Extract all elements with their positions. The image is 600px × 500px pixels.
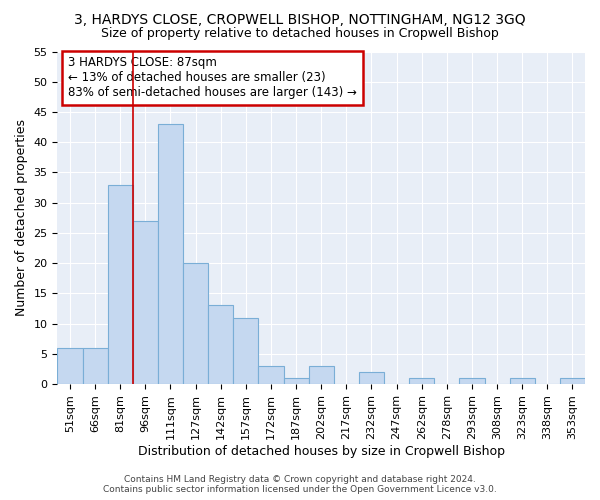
Text: 3, HARDYS CLOSE, CROPWELL BISHOP, NOTTINGHAM, NG12 3GQ: 3, HARDYS CLOSE, CROPWELL BISHOP, NOTTIN…: [74, 12, 526, 26]
Bar: [284, 378, 308, 384]
Bar: [183, 263, 208, 384]
Bar: [233, 318, 259, 384]
Text: Size of property relative to detached houses in Cropwell Bishop: Size of property relative to detached ho…: [101, 28, 499, 40]
Bar: [107, 184, 133, 384]
Bar: [359, 372, 384, 384]
Bar: [83, 348, 107, 384]
Bar: [58, 348, 83, 384]
Bar: [158, 124, 183, 384]
Bar: [409, 378, 434, 384]
Bar: [509, 378, 535, 384]
Text: 3 HARDYS CLOSE: 87sqm
← 13% of detached houses are smaller (23)
83% of semi-deta: 3 HARDYS CLOSE: 87sqm ← 13% of detached …: [68, 56, 357, 100]
Text: Contains HM Land Registry data © Crown copyright and database right 2024.
Contai: Contains HM Land Registry data © Crown c…: [103, 474, 497, 494]
Bar: [308, 366, 334, 384]
Bar: [460, 378, 485, 384]
Bar: [259, 366, 284, 384]
Y-axis label: Number of detached properties: Number of detached properties: [15, 120, 28, 316]
X-axis label: Distribution of detached houses by size in Cropwell Bishop: Distribution of detached houses by size …: [138, 444, 505, 458]
Bar: [208, 306, 233, 384]
Bar: [133, 221, 158, 384]
Bar: [560, 378, 585, 384]
